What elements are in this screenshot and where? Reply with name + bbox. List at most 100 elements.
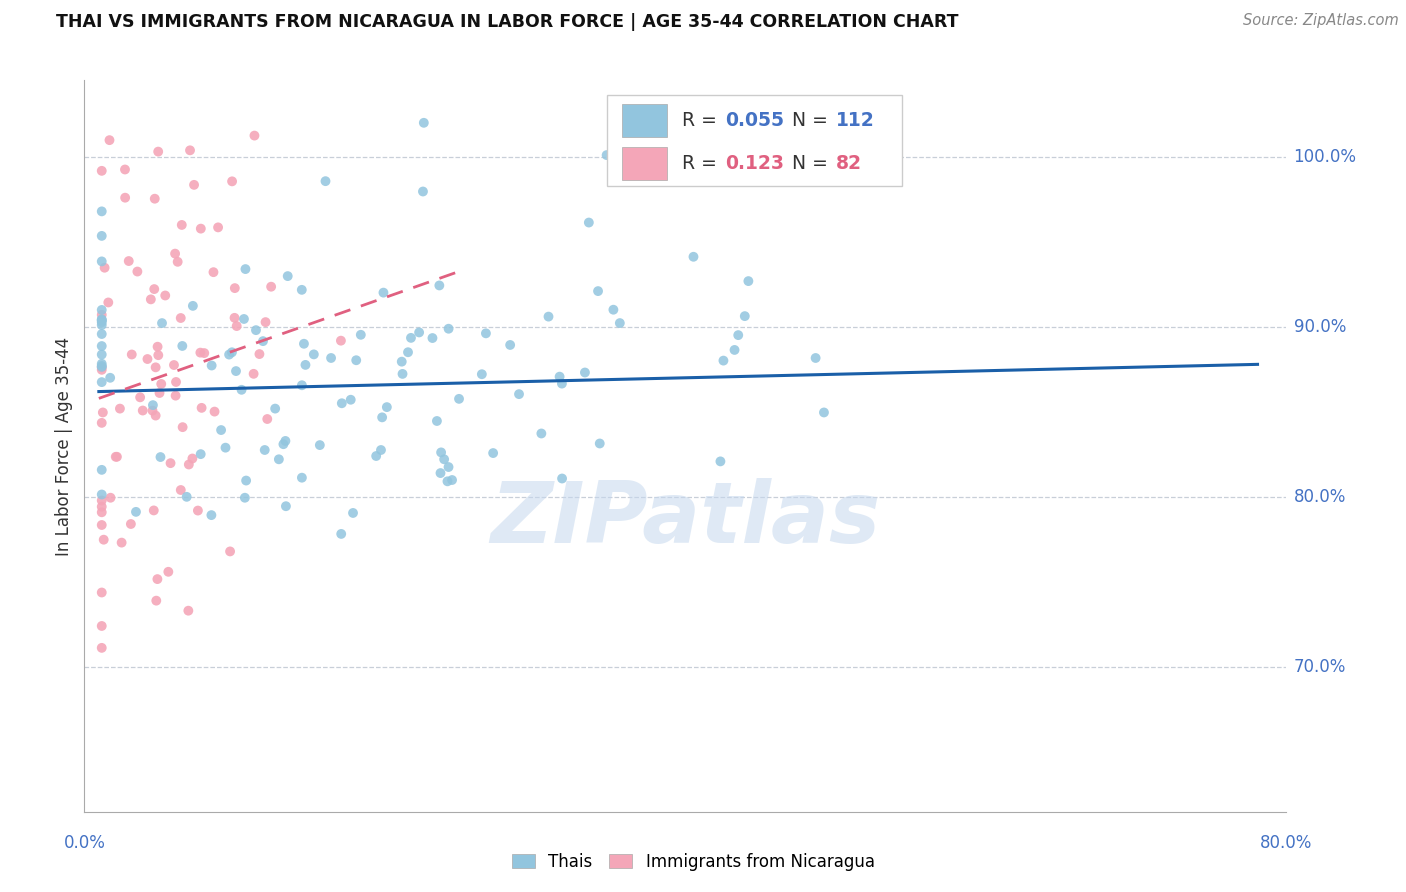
Text: 0.055: 0.055 bbox=[725, 111, 785, 130]
Point bbox=[170, 311, 193, 326]
Point bbox=[373, 285, 395, 300]
Point bbox=[90, 359, 112, 374]
Point bbox=[396, 345, 419, 359]
Point bbox=[90, 487, 112, 501]
Point bbox=[90, 463, 112, 477]
Point bbox=[426, 414, 449, 428]
Point bbox=[245, 323, 267, 337]
Legend: Thais, Immigrants from Nicaragua: Thais, Immigrants from Nicaragua bbox=[503, 845, 883, 880]
Point bbox=[329, 334, 352, 348]
Point bbox=[165, 246, 187, 260]
Point bbox=[267, 452, 290, 467]
Point bbox=[146, 572, 169, 586]
Point bbox=[90, 313, 112, 327]
Point bbox=[118, 254, 141, 268]
Point bbox=[256, 412, 278, 426]
Point bbox=[274, 434, 297, 448]
Point bbox=[105, 450, 128, 464]
Point bbox=[412, 116, 434, 130]
Point bbox=[177, 458, 200, 472]
Point bbox=[143, 192, 166, 206]
Point bbox=[273, 437, 295, 451]
Point bbox=[254, 315, 277, 329]
Point bbox=[243, 128, 266, 143]
Point bbox=[179, 144, 201, 158]
FancyBboxPatch shape bbox=[621, 147, 668, 180]
Point bbox=[375, 400, 398, 414]
Point bbox=[344, 353, 367, 368]
Point bbox=[90, 164, 112, 178]
Point bbox=[155, 288, 177, 302]
Point bbox=[548, 369, 571, 384]
Point bbox=[111, 535, 134, 549]
Point bbox=[482, 446, 505, 460]
Text: 70.0%: 70.0% bbox=[1294, 658, 1346, 676]
Point bbox=[249, 347, 271, 361]
Point bbox=[90, 312, 112, 326]
Y-axis label: In Labor Force | Age 35-44: In Labor Force | Age 35-44 bbox=[55, 336, 73, 556]
Point bbox=[291, 283, 314, 297]
Point bbox=[148, 348, 170, 362]
Point bbox=[190, 345, 212, 359]
Point bbox=[339, 392, 361, 407]
Point bbox=[159, 456, 181, 470]
Point bbox=[219, 544, 242, 558]
Point bbox=[292, 336, 315, 351]
Point bbox=[224, 281, 246, 295]
Point bbox=[90, 302, 112, 317]
Point bbox=[150, 376, 173, 391]
Point bbox=[330, 527, 353, 541]
Point bbox=[187, 503, 209, 517]
Point bbox=[166, 255, 188, 269]
Point bbox=[471, 368, 494, 382]
Point bbox=[709, 454, 731, 468]
Point bbox=[723, 343, 745, 357]
Point bbox=[145, 409, 167, 423]
Text: 80.0%: 80.0% bbox=[1294, 488, 1346, 506]
Point bbox=[90, 315, 112, 329]
Point bbox=[224, 310, 246, 325]
Point bbox=[218, 348, 240, 362]
Point bbox=[90, 640, 112, 655]
Point bbox=[127, 264, 149, 278]
Point bbox=[441, 473, 464, 487]
Point bbox=[165, 389, 187, 403]
Point bbox=[291, 378, 314, 392]
Point bbox=[242, 367, 264, 381]
Point bbox=[98, 133, 121, 147]
Point bbox=[125, 505, 148, 519]
Point bbox=[114, 162, 136, 177]
Point bbox=[132, 403, 155, 417]
Point bbox=[90, 326, 112, 341]
Point bbox=[176, 490, 198, 504]
Point bbox=[427, 278, 450, 293]
Point bbox=[253, 442, 276, 457]
Point bbox=[90, 339, 112, 353]
Point bbox=[141, 403, 163, 417]
Point bbox=[308, 438, 330, 452]
Point bbox=[90, 313, 112, 327]
Point bbox=[231, 383, 253, 397]
Point bbox=[200, 508, 222, 522]
Point bbox=[90, 318, 112, 332]
Point bbox=[319, 351, 342, 365]
Point bbox=[93, 533, 115, 547]
Point bbox=[436, 475, 458, 489]
Point bbox=[145, 360, 167, 375]
Point bbox=[264, 401, 287, 416]
Point bbox=[142, 503, 165, 517]
Point bbox=[136, 351, 159, 366]
Point bbox=[225, 319, 247, 334]
Text: 90.0%: 90.0% bbox=[1294, 318, 1346, 336]
Point bbox=[90, 308, 112, 322]
Point bbox=[190, 447, 212, 461]
Point bbox=[342, 506, 364, 520]
Point bbox=[437, 322, 460, 336]
Point bbox=[181, 299, 204, 313]
Point bbox=[225, 364, 247, 378]
Point bbox=[813, 405, 835, 419]
Point bbox=[277, 269, 299, 284]
Point bbox=[260, 279, 283, 293]
Point bbox=[90, 585, 112, 599]
Point bbox=[90, 493, 112, 508]
